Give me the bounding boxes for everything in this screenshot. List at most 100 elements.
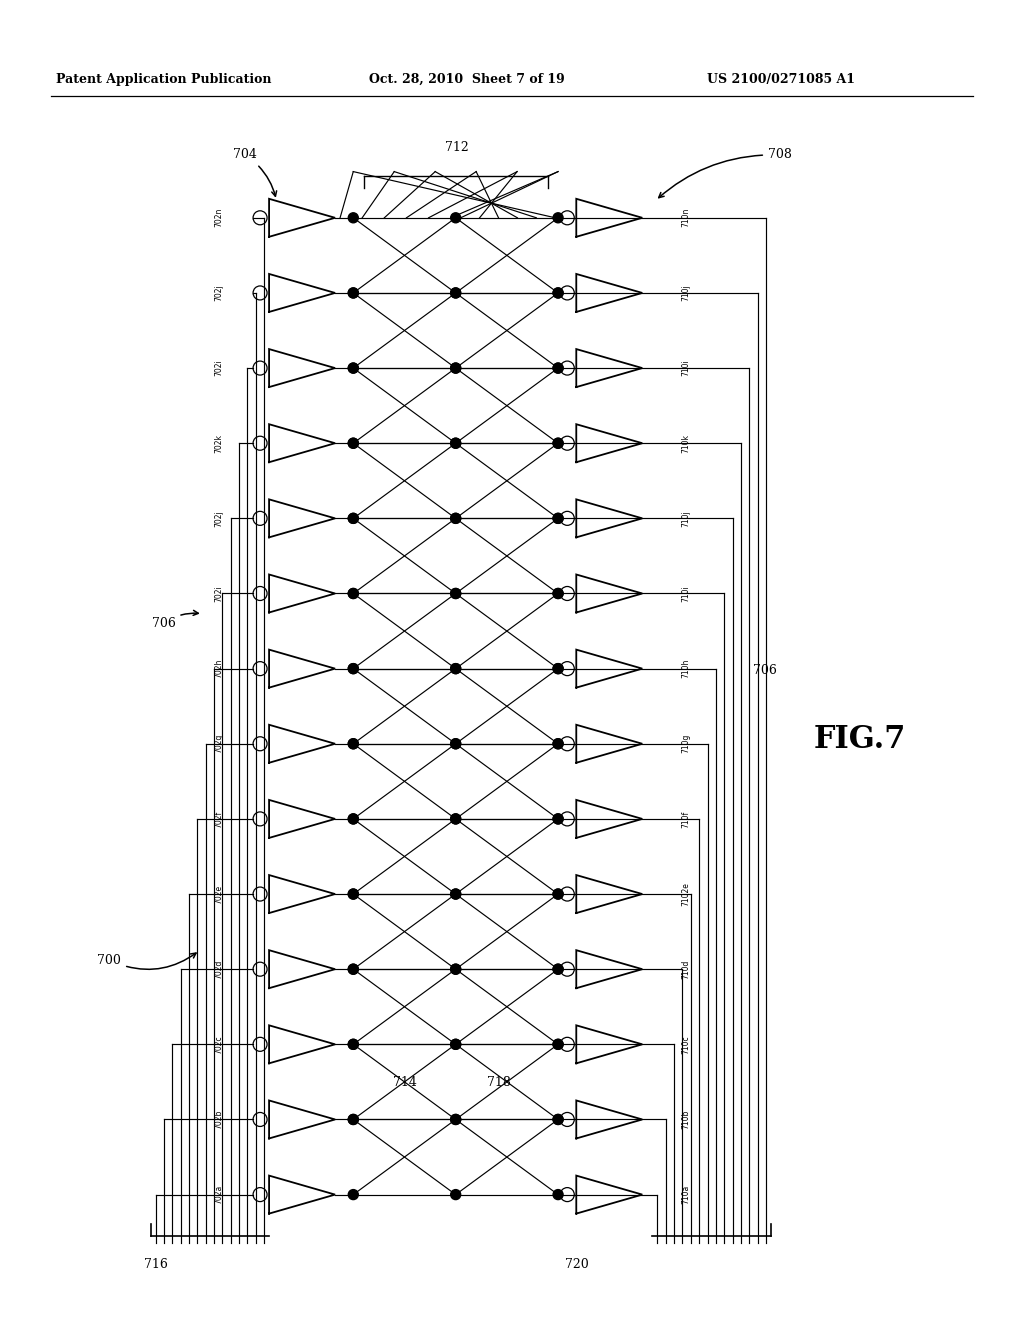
Text: 718: 718 (486, 1076, 511, 1089)
Circle shape (348, 1039, 358, 1049)
Circle shape (451, 890, 461, 899)
Text: FIG.7: FIG.7 (814, 723, 906, 755)
Circle shape (553, 1039, 563, 1049)
Text: 702f: 702f (215, 810, 223, 828)
Text: 710j: 710j (682, 510, 691, 527)
Text: 702i: 702i (215, 585, 223, 602)
Circle shape (553, 890, 563, 899)
Circle shape (451, 363, 461, 374)
Circle shape (348, 739, 358, 748)
Circle shape (348, 589, 358, 598)
Circle shape (553, 363, 563, 374)
Circle shape (348, 1114, 358, 1125)
Text: 702c: 702c (215, 1035, 223, 1053)
Circle shape (451, 664, 461, 673)
Text: 706: 706 (152, 610, 199, 630)
Circle shape (553, 1189, 563, 1200)
Text: 710c: 710c (682, 1035, 691, 1053)
Text: 702j: 702j (215, 285, 223, 301)
Circle shape (348, 213, 358, 223)
Text: 710d: 710d (682, 960, 691, 979)
Circle shape (553, 288, 563, 298)
Circle shape (553, 513, 563, 523)
Circle shape (553, 890, 563, 899)
Circle shape (348, 513, 358, 523)
Text: 712: 712 (444, 141, 469, 154)
Text: 702j: 702j (215, 510, 223, 527)
Circle shape (451, 438, 461, 449)
Text: 702a: 702a (215, 1185, 223, 1204)
Circle shape (451, 964, 461, 974)
Circle shape (553, 513, 563, 523)
Circle shape (451, 964, 461, 974)
Circle shape (451, 814, 461, 824)
Text: 710n: 710n (682, 209, 691, 227)
Circle shape (553, 288, 563, 298)
Circle shape (451, 513, 461, 523)
Circle shape (553, 964, 563, 974)
Text: 710i: 710i (682, 360, 691, 376)
Circle shape (451, 288, 461, 298)
Circle shape (451, 664, 461, 673)
Circle shape (553, 1114, 563, 1125)
Circle shape (348, 513, 358, 523)
Circle shape (451, 739, 461, 748)
Text: 702k: 702k (215, 434, 223, 453)
Circle shape (553, 664, 563, 673)
Circle shape (348, 363, 358, 374)
Text: Patent Application Publication: Patent Application Publication (56, 73, 271, 86)
Circle shape (553, 814, 563, 824)
Circle shape (553, 1039, 563, 1049)
Circle shape (451, 1189, 461, 1200)
Circle shape (451, 1114, 461, 1125)
Circle shape (553, 589, 563, 598)
Text: 710h: 710h (682, 659, 691, 678)
Text: 710b: 710b (682, 1110, 691, 1129)
Circle shape (451, 213, 461, 223)
Text: 702i: 702i (215, 360, 223, 376)
Circle shape (553, 739, 563, 748)
Text: 702g: 702g (215, 734, 223, 754)
Circle shape (348, 890, 358, 899)
Circle shape (451, 814, 461, 824)
Circle shape (348, 589, 358, 598)
Text: 714: 714 (392, 1076, 417, 1089)
Circle shape (348, 438, 358, 449)
Text: 706: 706 (753, 664, 776, 677)
Circle shape (553, 739, 563, 748)
Circle shape (553, 1114, 563, 1125)
Circle shape (348, 1039, 358, 1049)
Text: 7102e: 7102e (682, 882, 691, 906)
Circle shape (348, 288, 358, 298)
Text: 710i: 710i (682, 585, 691, 602)
Circle shape (553, 664, 563, 673)
Circle shape (553, 589, 563, 598)
Circle shape (451, 288, 461, 298)
Circle shape (553, 964, 563, 974)
Text: 710g: 710g (682, 734, 691, 754)
Text: 710a: 710a (682, 1185, 691, 1204)
Text: 710f: 710f (682, 810, 691, 828)
Circle shape (348, 890, 358, 899)
Text: 704: 704 (233, 148, 276, 197)
Text: 702b: 702b (215, 1110, 223, 1129)
Text: 708: 708 (658, 148, 792, 198)
Text: US 2100/0271085 A1: US 2100/0271085 A1 (707, 73, 855, 86)
Circle shape (451, 890, 461, 899)
Circle shape (553, 363, 563, 374)
Circle shape (451, 513, 461, 523)
Text: 710k: 710k (682, 434, 691, 453)
Circle shape (348, 964, 358, 974)
Circle shape (348, 363, 358, 374)
Circle shape (451, 739, 461, 748)
Circle shape (451, 589, 461, 598)
Circle shape (348, 964, 358, 974)
Circle shape (553, 438, 563, 449)
Circle shape (553, 213, 563, 223)
Circle shape (451, 363, 461, 374)
Circle shape (348, 739, 358, 748)
Text: 702e: 702e (215, 884, 223, 904)
Text: 720: 720 (564, 1258, 589, 1271)
Circle shape (451, 1114, 461, 1125)
Text: 700: 700 (97, 953, 196, 969)
